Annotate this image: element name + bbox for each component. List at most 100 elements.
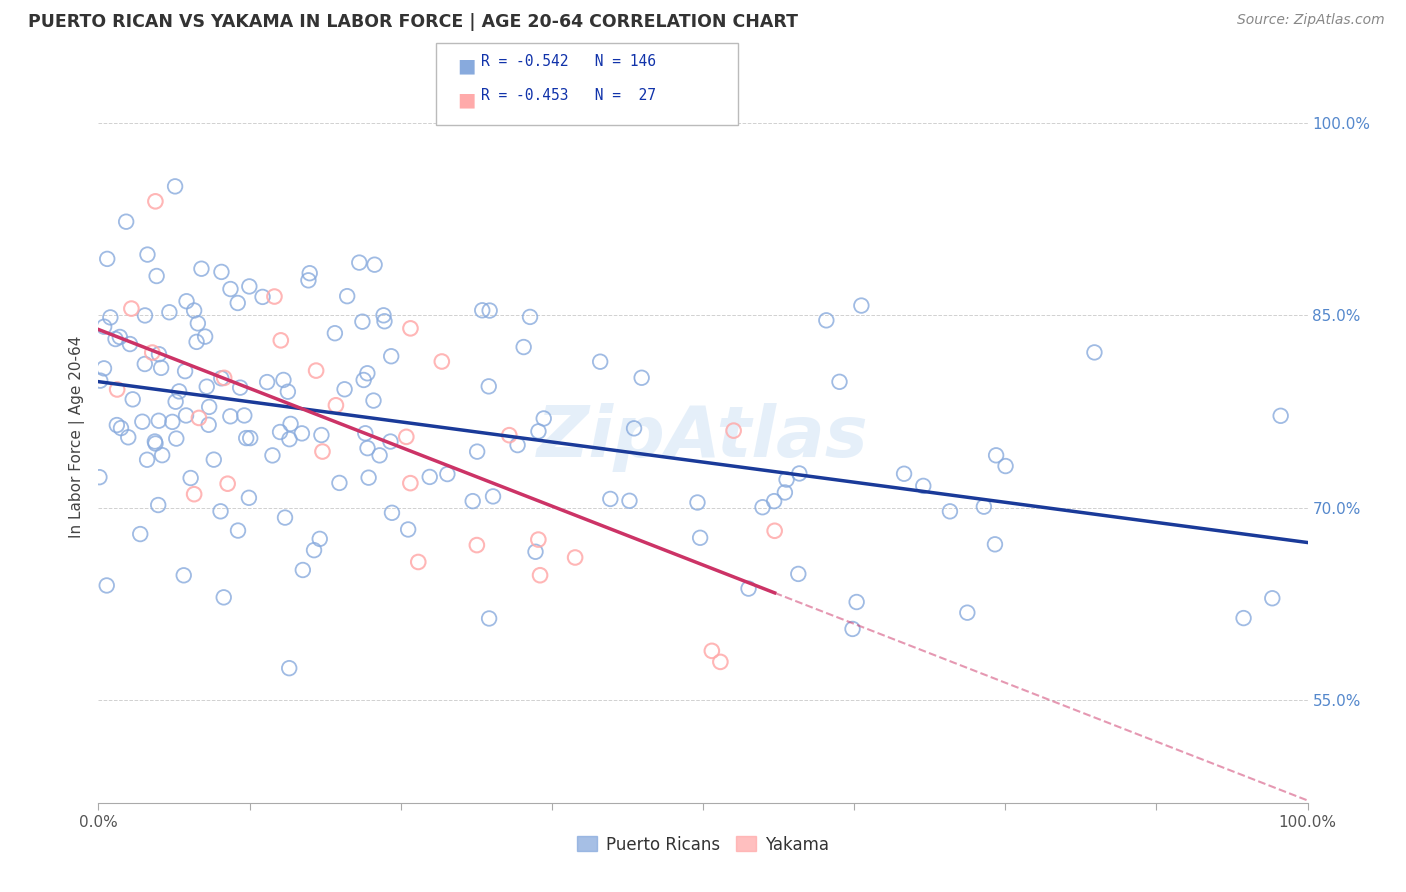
Point <box>599 491 621 506</box>
Text: ■: ■ <box>457 90 475 109</box>
Point <box>187 316 209 330</box>
Point <box>396 523 419 537</box>
Point <box>912 479 935 493</box>
Point <box>239 431 262 445</box>
Point <box>117 430 139 444</box>
Point <box>89 374 111 388</box>
Point <box>233 409 256 423</box>
Point <box>89 470 111 484</box>
Point <box>1232 611 1254 625</box>
Point <box>269 425 291 439</box>
Y-axis label: In Labor Force | Age 20-64: In Labor Force | Age 20-64 <box>69 336 84 538</box>
Point <box>120 301 142 316</box>
Point <box>273 373 295 387</box>
Point <box>121 392 143 407</box>
Point <box>194 329 217 343</box>
Point <box>165 432 187 446</box>
Point <box>763 494 786 508</box>
Point <box>226 524 249 538</box>
Point <box>529 568 551 582</box>
Point <box>828 375 851 389</box>
Point <box>709 655 731 669</box>
Point <box>262 449 284 463</box>
Point <box>141 345 163 359</box>
Point <box>356 441 378 455</box>
Point <box>167 384 190 399</box>
Point <box>399 321 422 335</box>
Point <box>311 444 333 458</box>
Point <box>751 500 773 515</box>
Point <box>148 414 170 428</box>
Point <box>183 303 205 318</box>
Point <box>238 491 260 505</box>
Legend: Puerto Ricans, Yakama: Puerto Ricans, Yakama <box>571 829 835 860</box>
Point <box>564 550 586 565</box>
Point <box>787 566 810 581</box>
Point <box>630 370 652 384</box>
Point <box>689 531 711 545</box>
Point <box>252 290 274 304</box>
Text: ■: ■ <box>457 56 475 75</box>
Point <box>399 476 422 491</box>
Point <box>131 415 153 429</box>
Point <box>118 337 141 351</box>
Point <box>176 294 198 309</box>
Point <box>623 421 645 435</box>
Point <box>226 296 249 310</box>
Point <box>93 361 115 376</box>
Point <box>270 334 292 348</box>
Point <box>278 661 301 675</box>
Point <box>498 428 520 442</box>
Point <box>274 510 297 524</box>
Point <box>461 494 484 508</box>
Point <box>354 426 377 441</box>
Point <box>217 476 239 491</box>
Point <box>419 470 441 484</box>
Point <box>93 319 115 334</box>
Point <box>471 303 494 318</box>
Point <box>298 266 321 280</box>
Point <box>136 452 159 467</box>
Point <box>134 309 156 323</box>
Point <box>373 314 395 328</box>
Point <box>173 568 195 582</box>
Point <box>381 506 404 520</box>
Point <box>357 470 380 484</box>
Point <box>851 299 873 313</box>
Point <box>311 428 333 442</box>
Point <box>619 493 641 508</box>
Point <box>380 349 402 363</box>
Point <box>1270 409 1292 423</box>
Point <box>482 489 505 503</box>
Point <box>368 448 391 462</box>
Point <box>195 379 218 393</box>
Point <box>278 432 301 446</box>
Text: R = -0.542   N = 146: R = -0.542 N = 146 <box>481 54 655 70</box>
Point <box>145 268 167 283</box>
Point <box>356 366 378 380</box>
Point <box>280 417 302 431</box>
Point <box>186 334 208 349</box>
Point <box>1261 591 1284 606</box>
Point <box>277 384 299 399</box>
Point <box>104 332 127 346</box>
Point <box>737 582 759 596</box>
Point <box>305 363 328 377</box>
Point <box>506 438 529 452</box>
Point <box>197 417 219 432</box>
Point <box>700 644 723 658</box>
Point <box>238 279 260 293</box>
Point <box>212 371 235 385</box>
Point <box>939 504 962 518</box>
Point <box>589 354 612 368</box>
Point <box>353 373 375 387</box>
Point <box>845 595 868 609</box>
Point <box>349 255 371 269</box>
Point <box>297 273 319 287</box>
Point <box>229 381 252 395</box>
Point <box>363 258 385 272</box>
Point <box>291 563 314 577</box>
Point <box>291 426 314 441</box>
Point <box>219 282 242 296</box>
Point <box>763 524 786 538</box>
